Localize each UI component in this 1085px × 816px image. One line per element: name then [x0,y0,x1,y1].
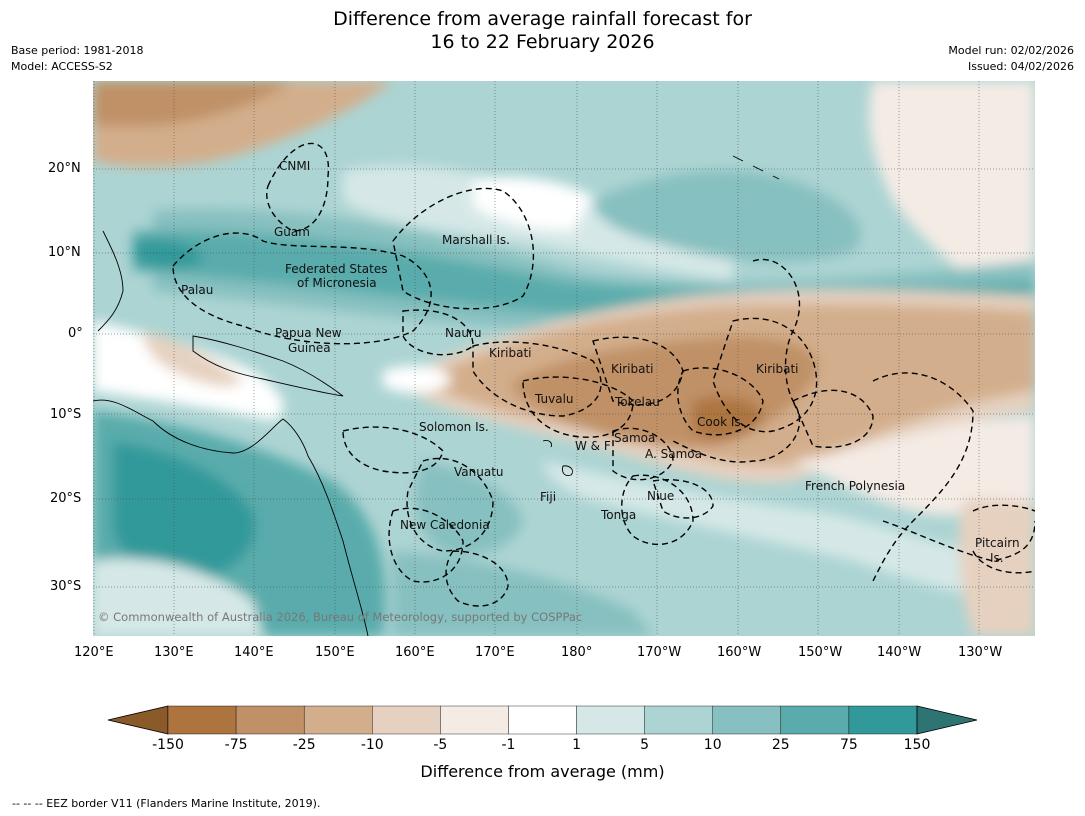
colorbar-tick-label: -5 [433,737,448,753]
model-name: Model: ACCESS-S2 [11,60,113,73]
label-samoa: Samoa [614,431,655,445]
colorbar-tick-label: 1 [572,737,581,753]
colorbar-title: Difference from average (mm) [420,762,665,781]
lon-label: 170°E [475,645,515,660]
place-labels: CNMI Guam Marshall Is. Federated States … [181,159,1020,565]
label-pitcairn-line2: Is. [990,551,1004,565]
lat-label: 30°S [50,579,82,594]
issued-date: Issued: 04/02/2026 [967,60,1074,73]
colorbar-segment [303,705,373,735]
colorbar-segment [780,705,850,735]
lat-label: 10°N [48,245,81,260]
colorbar-segment [712,705,782,735]
label-kiribati-west: Kiribati [489,346,531,360]
chart-title-line2: 16 to 22 February 2026 [430,31,655,53]
label-tuvalu: Tuvalu [534,392,574,406]
lon-label: 160°W [717,645,762,660]
lat-label: 20°S [50,491,82,506]
label-png-line2: Guinea [288,341,331,355]
label-kiribati-central: Kiribati [611,362,653,376]
label-french-polynesia: French Polynesia [805,479,905,493]
colorbar-segment [848,705,918,735]
meta-right: Model run: 02/02/2026 Issued: 04/02/2026 [948,43,1074,75]
chart-title-line1: Difference from average rainfall forecas… [333,8,752,30]
model-run: Model run: 02/02/2026 [948,44,1074,57]
colorbar-segment [167,705,237,735]
label-marshall-islands: Marshall Is. [442,233,510,247]
lon-label: 160°E [395,645,435,660]
lon-label: 120°E [74,645,114,660]
colorbar-segment [440,705,509,735]
label-fsm-line2: of Micronesia [297,276,377,290]
eez-footnote: -- -- -- EEZ border V11 (Flanders Marine… [12,797,321,810]
label-fiji: Fiji [540,490,556,504]
colorbar-extend-high [916,705,978,735]
rainfall-map: CNMI Guam Marshall Is. Federated States … [93,81,1035,636]
lon-label: 130°W [958,645,1003,660]
copyright-notice: © Commonwealth of Australia 2026, Bureau… [98,610,582,624]
rainfall-anomaly-field [93,81,1035,636]
eez-borders [172,142,1035,607]
label-fsm-line1: Federated States [285,262,387,276]
label-kiribati-east: Kiribati [756,362,798,376]
colorbar-tick-label: 10 [703,737,722,753]
lon-label: 140°W [877,645,922,660]
colorbar-tick-label: 75 [839,737,858,753]
colorbar-segment [576,705,645,735]
colorbar-segment [235,705,305,735]
label-guam: Guam [274,225,310,239]
graticule [93,81,1035,636]
colorbar-tick-label: 25 [771,737,790,753]
coastlines [93,155,780,636]
label-wallis-futuna: W & F [575,439,611,453]
colorbar-tick-label: -150 [152,737,184,753]
lat-label: 10°S [50,407,82,422]
label-tonga: Tonga [600,508,636,522]
lon-label: 140°E [234,645,274,660]
lon-label: 150°E [315,645,355,660]
colorbar-segment [372,705,441,735]
meta-left: Base period: 1981-2018 Model: ACCESS-S2 [11,43,143,75]
label-cnmi: CNMI [279,159,310,173]
colorbar-tick-label: 5 [640,737,650,753]
label-niue: Niue [647,489,674,503]
lon-label: 130°E [154,645,194,660]
colorbar-tick-label: -25 [292,737,316,753]
colorbar-segment [644,705,713,735]
lat-label: 20°N [48,161,81,176]
lon-label: 170°W [637,645,682,660]
colorbar-tick-label: -10 [360,737,384,753]
colorbar-segment [508,705,577,735]
lat-label: 0° [68,326,83,341]
label-new-caledonia: New Caledonia [400,518,490,532]
label-american-samoa: A. Samoa [645,447,702,461]
colorbar [107,705,978,735]
label-png-line1: Papua New [275,326,342,340]
base-period: Base period: 1981-2018 [11,44,144,57]
label-cook-islands: Cook Is. [697,415,744,429]
lon-label: 150°W [798,645,843,660]
colorbar-tick-label: -75 [224,737,248,753]
label-tokelau: Tokelau [614,395,660,409]
colorbar-extend-low [107,705,169,735]
colorbar-tick-label: 150 [903,737,931,753]
colorbar-tick-label: -1 [501,737,516,753]
label-vanuatu: Vanuatu [454,465,504,479]
label-palau: Palau [181,283,213,297]
label-solomon-islands: Solomon Is. [419,420,489,434]
label-pitcairn-line1: Pitcairn [975,536,1020,550]
lon-label: 180° [561,645,593,660]
label-nauru: Nauru [445,326,481,340]
